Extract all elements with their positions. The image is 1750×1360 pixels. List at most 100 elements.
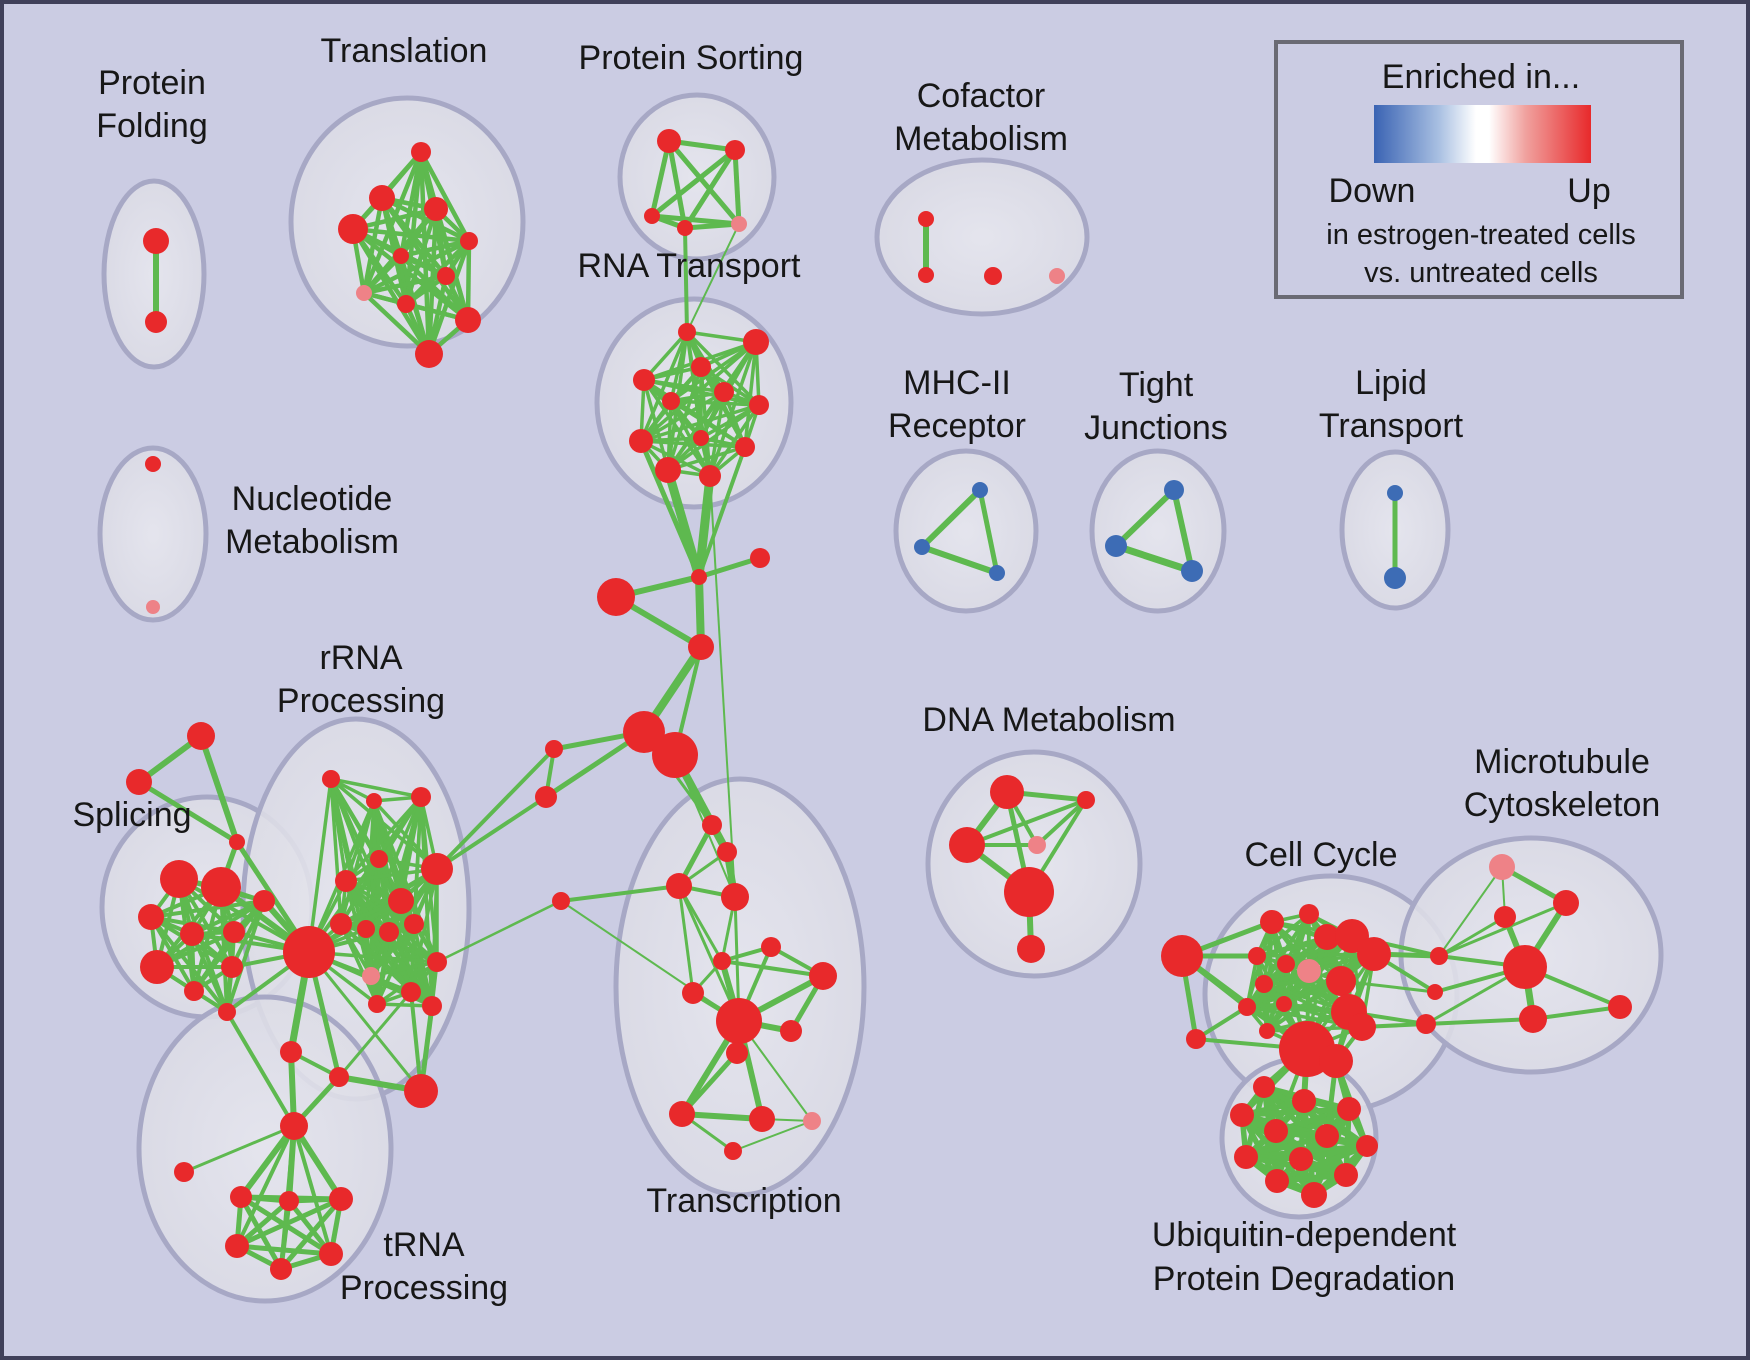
gene-set-node-rt12 <box>699 465 721 487</box>
gene-set-node-ccleft <box>1161 935 1203 977</box>
gene-set-node-rt7 <box>749 395 769 415</box>
edge <box>235 1125 296 1247</box>
gene-set-node-rc1 <box>1430 947 1448 965</box>
gene-set-node-rt8 <box>629 429 653 453</box>
edge <box>683 227 689 333</box>
gene-set-node-rr2 <box>366 793 382 809</box>
edge <box>1532 1005 1621 1021</box>
gene-set-node-t5 <box>460 232 478 250</box>
gene-set-node-tr10 <box>780 1020 802 1042</box>
gene-set-node-rt9 <box>693 430 709 446</box>
edge <box>435 747 556 871</box>
cluster-label-trna-processing: Processing <box>340 1269 508 1307</box>
gene-set-node-cc8 <box>1326 966 1356 996</box>
gene-set-node-sp2 <box>201 867 241 907</box>
gene-set-node-rt4 <box>633 369 655 391</box>
gene-set-node-mtbig <box>1503 945 1547 989</box>
edge <box>352 226 470 244</box>
edge <box>732 149 742 225</box>
gene-set-node-sp4 <box>180 922 204 946</box>
gene-set-node-pf1 <box>143 228 169 254</box>
gene-set-node-cc16 <box>1186 1029 1206 1049</box>
edge <box>436 899 562 964</box>
gene-set-node-rr17 <box>422 996 442 1016</box>
edge <box>375 923 416 1005</box>
edge <box>307 951 423 1092</box>
gene-set-node-rc2 <box>1427 984 1443 1000</box>
edge <box>363 273 447 296</box>
edge <box>686 223 740 333</box>
gene-set-node-cc1 <box>1260 910 1284 934</box>
gene-set-node-d2 <box>1077 791 1095 809</box>
legend-down-label: Down <box>1329 172 1416 210</box>
gene-set-node-sp7 <box>221 956 243 978</box>
edge <box>1194 1005 1249 1041</box>
gene-set-node-d5 <box>1004 867 1054 917</box>
edge <box>667 445 746 472</box>
gene-set-node-rr3 <box>411 787 431 807</box>
edge <box>362 291 431 356</box>
edge <box>344 795 423 883</box>
edge <box>677 885 741 1022</box>
edge <box>670 340 757 403</box>
edge <box>698 555 761 580</box>
gene-set-node-sp8 <box>184 981 204 1001</box>
gene-set-node-trh <box>716 998 762 1044</box>
edge <box>670 399 746 449</box>
gene-set-node-ps3 <box>644 208 660 224</box>
edge <box>330 777 422 799</box>
edge <box>640 439 711 478</box>
gene-set-node-u11 <box>1265 1169 1289 1193</box>
cluster-label-dna-metabolism: DNA Metabolism <box>922 701 1175 739</box>
edge <box>363 238 470 296</box>
gene-set-node-ps1 <box>657 129 681 153</box>
edge <box>149 915 229 1014</box>
gene-set-node-cf4 <box>1049 268 1065 284</box>
edge <box>682 148 738 230</box>
gene-set-node-h1 <box>623 711 665 753</box>
edge <box>192 899 266 993</box>
cluster-label-cofactor-metabolism: Metabolism <box>894 120 1068 158</box>
gene-set-node-rr15 <box>401 982 421 1002</box>
gene-set-node-tj3 <box>1181 560 1203 582</box>
legend-box <box>1274 40 1684 299</box>
edge <box>694 475 715 578</box>
gene-set-node-t10 <box>455 307 481 333</box>
gene-set-node-c1 <box>688 634 714 660</box>
gene-set-node-u7 <box>1356 1135 1378 1157</box>
gene-set-node-cf2 <box>918 267 934 283</box>
gene-set-node-nm2 <box>146 600 160 614</box>
edge <box>426 208 439 355</box>
cluster-label-lipid-transport: Lipid <box>1355 364 1427 402</box>
gene-set-node-u5 <box>1264 1119 1288 1143</box>
gene-set-node-sp1 <box>160 860 198 898</box>
edge <box>921 544 998 576</box>
gene-set-node-cf3 <box>984 267 1002 285</box>
nodes-layer <box>126 129 1632 1280</box>
gene-set-node-u9 <box>1289 1147 1313 1171</box>
cluster-label-protein-folding: Protein <box>98 64 206 102</box>
gene-set-node-sp9 <box>253 890 275 912</box>
gene-set-node-tn7 <box>225 1234 249 1258</box>
gene-set-node-rt10 <box>735 437 755 457</box>
gene-set-node-tn9 <box>270 1258 292 1280</box>
gene-set-node-tr4 <box>721 883 749 911</box>
gene-set-node-m1 <box>972 482 988 498</box>
cluster-label-mhc-ii-receptor: Receptor <box>888 407 1026 445</box>
gene-set-node-cf1 <box>918 211 934 227</box>
gene-set-node-cc5 <box>1248 947 1266 965</box>
cluster-label-rrna-processing: rRNA <box>319 639 402 677</box>
cluster-label-protein-folding: Folding <box>96 107 208 145</box>
edge <box>435 795 548 871</box>
gene-set-node-rr14 <box>427 952 447 972</box>
gene-set-node-rr10 <box>379 922 399 942</box>
gene-set-node-u8 <box>1234 1145 1258 1169</box>
edge <box>1171 489 1195 572</box>
edge <box>684 221 740 231</box>
edge <box>681 1111 763 1122</box>
gene-set-node-d4 <box>1028 836 1046 854</box>
edge <box>642 379 670 471</box>
edge <box>307 778 333 953</box>
gene-set-node-t1 <box>411 142 431 162</box>
